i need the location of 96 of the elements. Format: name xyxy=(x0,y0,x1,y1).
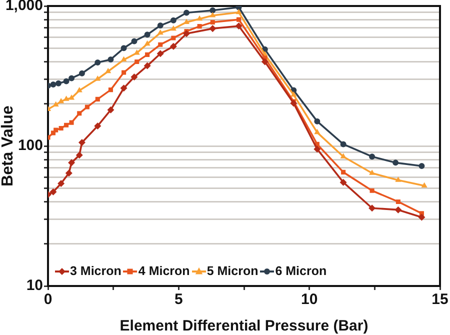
point xyxy=(69,120,74,125)
point xyxy=(314,118,320,124)
point xyxy=(50,188,57,196)
point xyxy=(78,139,86,146)
point xyxy=(370,188,374,193)
point xyxy=(94,76,100,81)
point xyxy=(84,104,90,110)
point xyxy=(236,9,242,14)
point xyxy=(144,40,150,46)
point xyxy=(122,70,126,75)
point xyxy=(105,68,111,74)
x-tick-label: 15 xyxy=(432,291,448,308)
point xyxy=(184,10,190,16)
point xyxy=(58,98,64,104)
point xyxy=(183,30,190,37)
point xyxy=(158,42,163,47)
point xyxy=(64,122,69,128)
point xyxy=(107,106,114,114)
point xyxy=(369,154,376,160)
point xyxy=(63,78,70,84)
point xyxy=(196,16,202,21)
point xyxy=(340,141,346,148)
point xyxy=(50,81,56,88)
point xyxy=(157,22,164,29)
point xyxy=(55,80,62,86)
point xyxy=(262,58,268,66)
point xyxy=(157,50,164,57)
point xyxy=(340,179,347,186)
point xyxy=(209,25,216,32)
point xyxy=(290,92,296,97)
point xyxy=(314,146,320,152)
point xyxy=(134,59,140,64)
legend-label: 5 Micron xyxy=(206,264,258,279)
point xyxy=(396,177,401,182)
point xyxy=(170,43,177,50)
legend-label: 4 Micron xyxy=(138,264,190,279)
point xyxy=(64,96,69,101)
point xyxy=(68,159,75,166)
point xyxy=(134,50,140,55)
point xyxy=(197,24,202,29)
point xyxy=(392,160,399,166)
point xyxy=(58,180,64,187)
point xyxy=(210,7,216,14)
legend-label: 6 Micron xyxy=(275,264,327,279)
x-tick-label: 5 xyxy=(174,291,183,308)
point xyxy=(210,12,216,18)
x-tick-label: 10 xyxy=(300,291,318,308)
point xyxy=(210,20,215,24)
point xyxy=(144,62,151,70)
y-tick-label: 10 xyxy=(26,277,43,294)
point xyxy=(121,56,126,62)
point xyxy=(236,17,242,22)
point xyxy=(76,152,83,158)
point xyxy=(368,204,376,212)
point xyxy=(108,88,113,92)
point xyxy=(290,100,297,107)
point xyxy=(53,102,59,107)
point xyxy=(184,19,190,24)
legend-label: 3 Micron xyxy=(70,264,122,279)
point xyxy=(120,45,127,52)
y-axis-title: Beta Value xyxy=(0,105,16,186)
point xyxy=(145,52,150,57)
point xyxy=(418,162,425,169)
point xyxy=(394,206,402,214)
point xyxy=(94,59,101,66)
point xyxy=(170,17,176,24)
x-tick-label: 0 xyxy=(44,291,52,308)
point xyxy=(158,30,164,35)
point xyxy=(144,32,150,38)
x-axis-title: Element Differential Pressure (Bar) xyxy=(120,318,368,335)
point xyxy=(77,111,82,116)
point xyxy=(170,26,176,31)
point xyxy=(314,129,320,134)
point xyxy=(131,38,138,44)
point xyxy=(66,170,72,176)
point xyxy=(171,36,176,40)
point xyxy=(68,95,74,100)
point xyxy=(94,122,101,130)
point xyxy=(418,214,426,221)
point xyxy=(54,128,58,132)
point xyxy=(422,182,427,188)
y-tick-label: 100 xyxy=(18,137,43,154)
point xyxy=(76,88,82,92)
point xyxy=(68,75,75,82)
point xyxy=(108,56,114,62)
point xyxy=(120,84,128,92)
point xyxy=(340,154,346,158)
point xyxy=(396,199,400,204)
point xyxy=(78,70,85,76)
y-tick-label: 1,000 xyxy=(5,0,43,14)
point xyxy=(341,170,346,174)
point xyxy=(130,74,138,80)
point xyxy=(58,126,64,130)
point xyxy=(95,96,100,102)
point xyxy=(235,22,242,30)
point xyxy=(369,170,375,175)
